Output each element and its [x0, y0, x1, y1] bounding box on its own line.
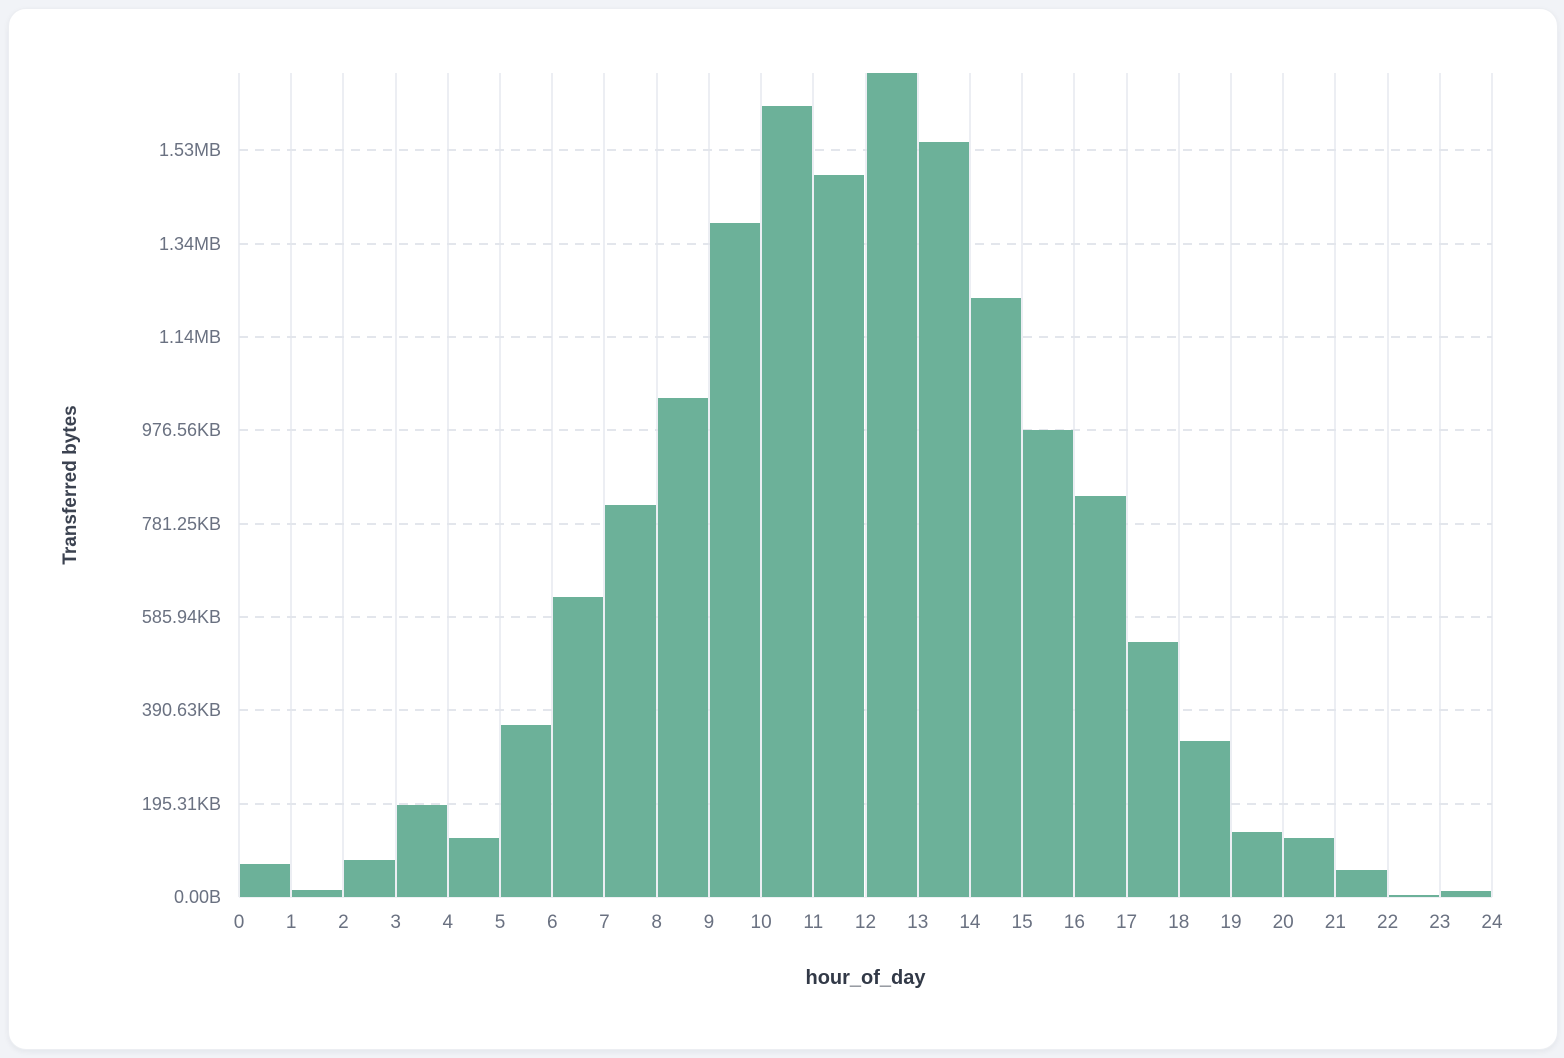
x-tick-label: 7 [599, 912, 610, 933]
v-gridline [551, 73, 554, 897]
v-gridline [290, 73, 293, 897]
x-tick-label: 15 [1011, 912, 1033, 933]
bar-hour-12[interactable] [866, 73, 917, 897]
v-gridline [812, 73, 815, 897]
x-tick-label: 14 [959, 912, 981, 933]
x-tick-label: 23 [1429, 912, 1451, 933]
y-tick-label: 195.31KB [141, 793, 221, 814]
x-tick-label: 13 [907, 912, 929, 933]
v-gridline [1438, 73, 1441, 897]
v-gridline [1125, 73, 1128, 897]
v-gridline [1177, 73, 1180, 897]
x-tick-label: 19 [1220, 912, 1242, 933]
v-gridline [707, 73, 710, 897]
v-gridline [655, 73, 658, 897]
v-gridline [1334, 73, 1337, 897]
chart-card: Transferred bytes 0.00B 195.31KB 390.63KB 5… [8, 8, 1558, 1050]
v-gridline [342, 73, 345, 897]
bar-hour-22[interactable] [1388, 895, 1439, 897]
bar-hour-4[interactable] [448, 837, 500, 897]
y-tick-label: 976.56KB [141, 420, 221, 441]
y-tick-label: 390.63KB [141, 700, 221, 721]
v-gridline [603, 73, 606, 897]
x-tick-label: 1 [285, 912, 297, 933]
v-gridline [1073, 73, 1076, 897]
bar-hour-2[interactable] [344, 860, 395, 897]
bar-hour-3[interactable] [396, 804, 447, 897]
v-gridline [1491, 73, 1493, 897]
x-tick-label: 10 [750, 912, 772, 933]
bar-hour-19[interactable] [1231, 831, 1283, 897]
x-tick-label: 22 [1377, 912, 1399, 933]
h-gridline [239, 429, 1492, 432]
bar-hour-7[interactable] [605, 505, 656, 897]
bar-hour-18[interactable] [1179, 740, 1230, 897]
v-gridline [238, 73, 240, 897]
bar-hour-15[interactable] [1023, 430, 1074, 897]
x-tick-label: 0 [233, 912, 245, 933]
x-tick-label: 17 [1115, 912, 1138, 933]
x-tick-label: 6 [546, 912, 558, 933]
x-axis-labels: 0 1 2 3 4 5 6 7 8 9 10 11 12 13 14 15 16 17 18 19 20 21 22 23 24 [234, 910, 1503, 936]
y-tick-label: 781.25KB [141, 513, 221, 534]
x-tick-label: 8 [651, 912, 662, 933]
bar-hour-14[interactable] [970, 298, 1022, 897]
x-tick-label: 16 [1063, 912, 1085, 933]
v-gridline [394, 73, 397, 897]
x-axis-line [239, 897, 1492, 898]
x-tick-label: 4 [442, 912, 454, 933]
bar-hour-20[interactable] [1284, 838, 1335, 897]
v-gridline [968, 73, 971, 897]
bar-hour-23[interactable] [1440, 890, 1491, 897]
h-gridline [239, 615, 1492, 618]
v-gridline [864, 73, 867, 897]
bar-hour-8[interactable] [657, 397, 708, 897]
v-gridline [1386, 73, 1389, 897]
v-gridline [499, 73, 502, 897]
v-gridline [1229, 73, 1232, 897]
x-tick-label: 21 [1324, 912, 1346, 933]
bar-hour-13[interactable] [918, 142, 969, 897]
bar-hour-10[interactable] [762, 106, 813, 897]
x-tick-label: 2 [338, 912, 349, 933]
y-tick-label: 0.00B [173, 887, 221, 907]
x-tick-label: 9 [703, 912, 715, 933]
bar-hour-0[interactable] [240, 863, 291, 897]
h-gridline [239, 149, 1492, 152]
h-gridline [239, 522, 1492, 525]
transferred-bytes-histogram: Transferred bytes 0.00B 195.31KB 390.63KB 5… [9, 9, 1557, 1049]
x-tick-label: 18 [1168, 912, 1190, 933]
x-axis-title: hour_of_day [805, 967, 926, 989]
bar-hour-9[interactable] [709, 223, 761, 897]
y-axis-labels: 0.00B 195.31KB 390.63KB 585.94KB 781.25KB 976… [9, 73, 221, 906]
plot-area [238, 73, 1493, 898]
h-gridline [239, 709, 1492, 712]
x-tick-label: 5 [494, 912, 506, 933]
bar-hour-21[interactable] [1336, 870, 1387, 897]
y-tick-label: 1.34MB [158, 233, 221, 254]
bar-hour-1[interactable] [292, 889, 343, 897]
x-tick-label: 20 [1272, 912, 1294, 933]
v-gridline [1282, 73, 1285, 897]
v-gridline [916, 73, 919, 897]
y-tick-label: 1.14MB [158, 326, 221, 347]
x-tick-label: 3 [390, 912, 401, 933]
x-tick-label: 24 [1481, 912, 1503, 933]
v-gridline [1021, 73, 1024, 897]
h-gridline [239, 242, 1492, 245]
bar-hour-17[interactable] [1127, 641, 1178, 897]
x-tick-label: 12 [854, 912, 877, 933]
v-gridline [446, 73, 449, 897]
bar-hour-5[interactable] [501, 724, 552, 897]
bar-hour-6[interactable] [553, 596, 604, 897]
x-tick-label: 11 [803, 912, 824, 933]
bar-hour-16[interactable] [1075, 496, 1126, 897]
y-tick-label: 585.94KB [141, 606, 221, 627]
h-gridline [239, 802, 1492, 805]
bar-hour-11[interactable] [814, 174, 865, 897]
h-gridline [239, 335, 1492, 338]
y-tick-label: 1.53MB [158, 140, 221, 161]
v-gridline [760, 73, 763, 897]
